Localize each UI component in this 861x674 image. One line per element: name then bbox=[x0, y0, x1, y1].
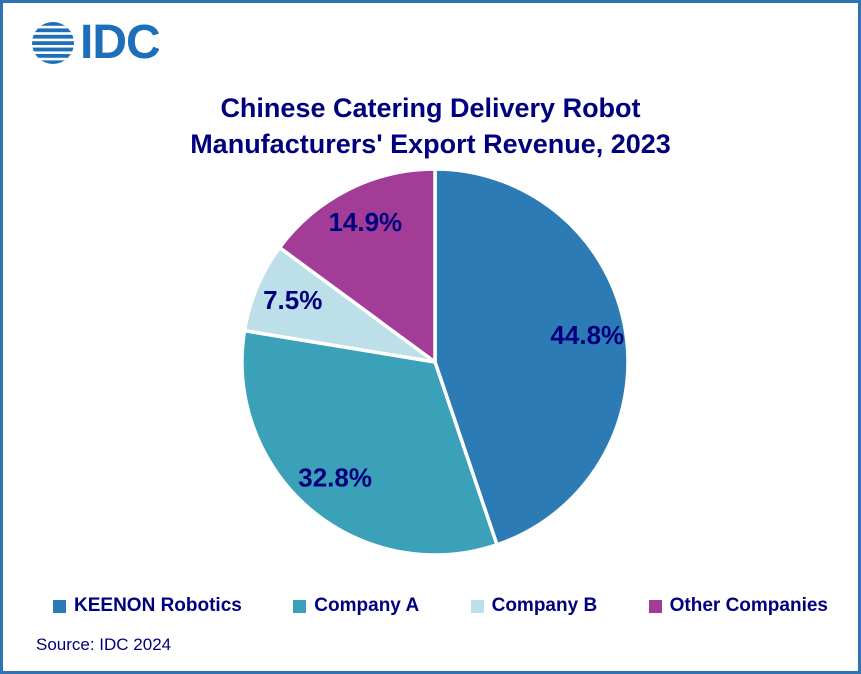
pie-chart-area: 44.8% 32.8% 7.5% 14.9% bbox=[228, 155, 642, 569]
legend-label: Company B bbox=[491, 595, 598, 616]
legend-label: Company A bbox=[314, 595, 420, 616]
legend-item: KEENON Robotics bbox=[53, 595, 242, 617]
chart-title-line2: Manufacturers' Export Revenue, 2023 bbox=[190, 128, 671, 159]
legend-item: Company B bbox=[470, 595, 598, 617]
legend-item: Other Companies bbox=[648, 595, 828, 617]
pie-slice-keenon-robotics bbox=[433, 167, 630, 547]
pie-slice-company-a bbox=[240, 328, 499, 557]
slice-label: 44.8% bbox=[550, 320, 624, 350]
legend-swatch bbox=[470, 599, 484, 613]
source-text: Source: IDC 2024 bbox=[36, 635, 172, 654]
legend-swatch bbox=[53, 599, 66, 613]
legend-swatch bbox=[293, 599, 307, 613]
pie-slice-other-companies bbox=[277, 167, 437, 364]
legend-label: Other Companies bbox=[669, 595, 828, 616]
slice-label: 7.5% bbox=[263, 285, 322, 315]
legend-swatch bbox=[648, 599, 662, 613]
legend-item: Company A bbox=[293, 595, 419, 617]
idc-logo: IDC bbox=[29, 16, 161, 69]
chart-title-line1: Chinese Catering Delivery Robot bbox=[220, 93, 641, 123]
legend-label: KEENON Robotics bbox=[74, 595, 242, 616]
globe-icon bbox=[32, 22, 74, 64]
chart-title: Chinese Catering Delivery Robot Manufact… bbox=[3, 91, 858, 162]
pie-chart: 44.8% 32.8% 7.5% 14.9% bbox=[240, 167, 630, 557]
idc-logo-text: IDC bbox=[80, 16, 161, 69]
slice-label: 32.8% bbox=[298, 463, 372, 493]
legend: KEENON Robotics Company A Company B Other C… bbox=[53, 595, 828, 617]
slice-label: 14.9% bbox=[328, 207, 402, 237]
